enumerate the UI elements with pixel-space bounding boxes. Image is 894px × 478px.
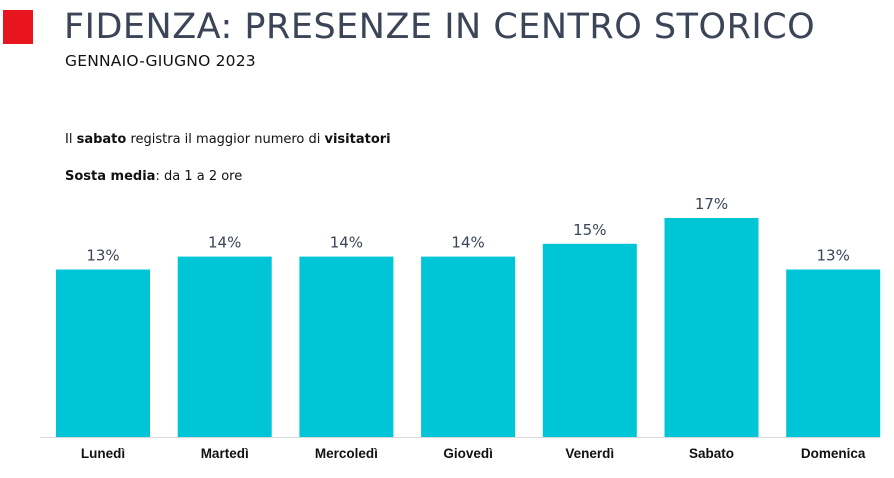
- note-text: registra il maggior numero di: [126, 132, 325, 147]
- category-label: Mercoledì: [315, 446, 378, 461]
- note-text: Il: [65, 132, 77, 147]
- category-label: Sabato: [689, 446, 734, 461]
- page-title: FIDENZA: PRESENZE IN CENTRO STORICO: [64, 7, 816, 47]
- value-label: 14%: [451, 234, 484, 252]
- note-most-visitors: Il sabato registra il maggior numero di …: [65, 132, 391, 147]
- bar-1: [177, 256, 272, 437]
- category-label: Domenica: [801, 446, 866, 461]
- note-average-stay: Sosta media: da 1 a 2 ore: [65, 169, 242, 184]
- bar-0: [56, 269, 150, 437]
- note-text: : da 1 a 2 ore: [155, 169, 243, 184]
- value-label: 14%: [330, 234, 363, 252]
- note-bold-text: visitatori: [324, 132, 391, 147]
- bar-5: [664, 218, 759, 437]
- value-label: 17%: [695, 195, 728, 213]
- bar-2: [299, 256, 394, 437]
- accent-square: [3, 10, 33, 44]
- value-label: 13%: [817, 247, 850, 265]
- value-label: 13%: [86, 247, 119, 265]
- category-label: Venerdì: [565, 446, 614, 461]
- bar-3: [421, 256, 516, 437]
- category-label: Martedì: [201, 446, 249, 461]
- note-bold-text: Sosta media: [65, 169, 156, 184]
- value-label: 14%: [208, 234, 241, 252]
- category-label: Giovedì: [443, 446, 493, 461]
- note-bold-text: sabato: [76, 132, 127, 147]
- category-label: Lunedì: [81, 446, 125, 461]
- bar-6: [786, 269, 881, 437]
- page-subtitle: GENNAIO-GIUGNO 2023: [65, 52, 256, 70]
- bar-4: [542, 243, 637, 437]
- value-label: 15%: [573, 221, 606, 239]
